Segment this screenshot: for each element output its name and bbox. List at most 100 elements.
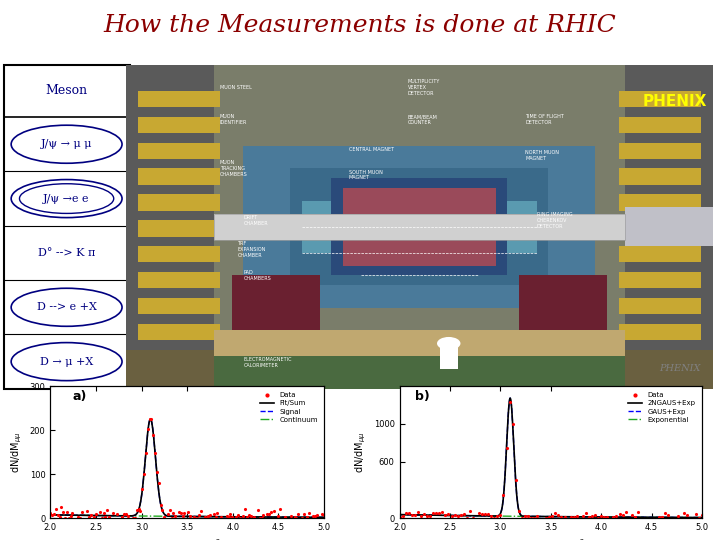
Line: Continuum: Continuum: [50, 515, 324, 517]
Bar: [619, 272, 701, 288]
Ellipse shape: [11, 288, 122, 326]
Bar: [243, 146, 595, 308]
GAUS+Exp: [449, 512, 457, 519]
Bar: [138, 272, 220, 288]
Line: Signal: Signal: [50, 419, 324, 517]
Bar: [214, 214, 625, 240]
GAUS+Exp: [506, 395, 515, 401]
Exponential: [597, 514, 606, 520]
FancyBboxPatch shape: [4, 65, 130, 389]
Exponential: [449, 512, 457, 519]
GAUS+Exp: [533, 513, 541, 519]
Bar: [138, 91, 220, 107]
Fit/Sum: [146, 416, 155, 422]
Text: TRF
EXPANSION
CHAMBER: TRF EXPANSION CHAMBER: [238, 241, 266, 258]
Line: 2NGAUS+Exp: 2NGAUS+Exp: [400, 398, 702, 517]
Continuum: [94, 512, 103, 519]
GAUS+Exp: [698, 514, 706, 521]
Text: DRIFT
CHAMBER: DRIFT CHAMBER: [243, 215, 268, 226]
GAUS+Exp: [473, 512, 482, 519]
Text: SOUTH MUON
MAGNET: SOUTH MUON MAGNET: [349, 170, 383, 180]
Signal: [229, 514, 238, 520]
Continuum: [229, 514, 238, 520]
Bar: [126, 350, 713, 389]
Exponential: [623, 514, 631, 521]
Text: b): b): [415, 390, 429, 403]
Text: D° --> K π: D° --> K π: [38, 248, 95, 258]
Ellipse shape: [11, 125, 122, 163]
Text: BEAM/BEAM
COUNTER: BEAM/BEAM COUNTER: [408, 114, 438, 125]
GAUS+Exp: [574, 514, 582, 520]
Bar: [619, 246, 701, 262]
Text: J/ψ →e e: J/ψ →e e: [43, 193, 90, 204]
Text: J/ψ → μ μ: J/ψ → μ μ: [41, 139, 92, 149]
Bar: [619, 117, 701, 133]
Bar: [138, 168, 220, 185]
Ellipse shape: [11, 180, 122, 218]
Fit/Sum: [171, 513, 179, 519]
2NGAUS+Exp: [506, 395, 515, 401]
Bar: [619, 220, 701, 237]
Signal: [208, 514, 217, 520]
Line: Exponential: Exponential: [400, 515, 702, 517]
Bar: [619, 194, 701, 211]
Circle shape: [437, 337, 461, 350]
2NGAUS+Exp: [395, 511, 404, 518]
Text: MUON STEEL: MUON STEEL: [220, 85, 252, 90]
Bar: [232, 275, 320, 340]
Bar: [625, 65, 713, 389]
Text: PHENIX: PHENIX: [660, 363, 701, 373]
Bar: [619, 91, 701, 107]
Exponential: [698, 514, 706, 521]
Bar: [138, 143, 220, 159]
Exponential: [395, 511, 404, 518]
Bar: [138, 246, 220, 262]
2NGAUS+Exp: [533, 513, 541, 519]
Bar: [138, 298, 220, 314]
GAUS+Exp: [395, 511, 404, 518]
2NGAUS+Exp: [473, 512, 482, 519]
2NGAUS+Exp: [598, 514, 606, 520]
Line: Fit/Sum: Fit/Sum: [50, 419, 324, 517]
Fit/Sum: [94, 512, 103, 519]
Bar: [138, 324, 220, 340]
Bar: [138, 117, 220, 133]
Signal: [253, 514, 261, 520]
Continuum: [46, 511, 55, 518]
Fit/Sum: [253, 514, 261, 520]
Continuum: [320, 514, 328, 521]
Bar: [214, 214, 625, 240]
Signal: [94, 512, 103, 519]
Text: CENTRAL MAGNET: CENTRAL MAGNET: [349, 146, 394, 152]
Text: MULTIPLICITY
VERTEX
DETECTOR: MULTIPLICITY VERTEX DETECTOR: [408, 79, 440, 96]
Text: MUON
TRACKING
CHAMBERS: MUON TRACKING CHAMBERS: [220, 160, 248, 177]
Text: ELECTROMAGNETIC
CALORIMETER: ELECTROMAGNETIC CALORIMETER: [243, 357, 292, 368]
Text: Meson: Meson: [45, 84, 88, 97]
Bar: [619, 168, 701, 185]
Y-axis label: dN/dM$_{μμ}$: dN/dM$_{μμ}$: [9, 431, 24, 473]
Bar: [302, 201, 537, 253]
Continuum: [207, 514, 216, 520]
Bar: [290, 168, 549, 285]
Fit/Sum: [117, 512, 125, 519]
X-axis label: M$_{μ^+μ^-}$ (GeV/c$^2$): M$_{μ^+μ^-}$ (GeV/c$^2$): [149, 538, 225, 540]
Bar: [138, 220, 220, 237]
Ellipse shape: [19, 184, 114, 213]
Ellipse shape: [11, 342, 122, 381]
Bar: [138, 194, 220, 211]
Text: D --> e +X: D --> e +X: [37, 302, 96, 312]
2NGAUS+Exp: [624, 514, 632, 521]
Continuum: [117, 512, 125, 519]
Bar: [331, 178, 508, 275]
Continuum: [170, 513, 179, 519]
Fit/Sum: [46, 511, 55, 518]
Bar: [440, 343, 457, 369]
Exponential: [574, 514, 582, 520]
Y-axis label: dN/dM$_{μμ}$: dN/dM$_{μμ}$: [354, 431, 368, 473]
Text: PAD
CHAMBERS: PAD CHAMBERS: [243, 270, 271, 281]
Bar: [214, 330, 625, 356]
2NGAUS+Exp: [449, 512, 457, 519]
Bar: [625, 207, 713, 246]
Signal: [171, 513, 179, 519]
Signal: [146, 416, 155, 422]
